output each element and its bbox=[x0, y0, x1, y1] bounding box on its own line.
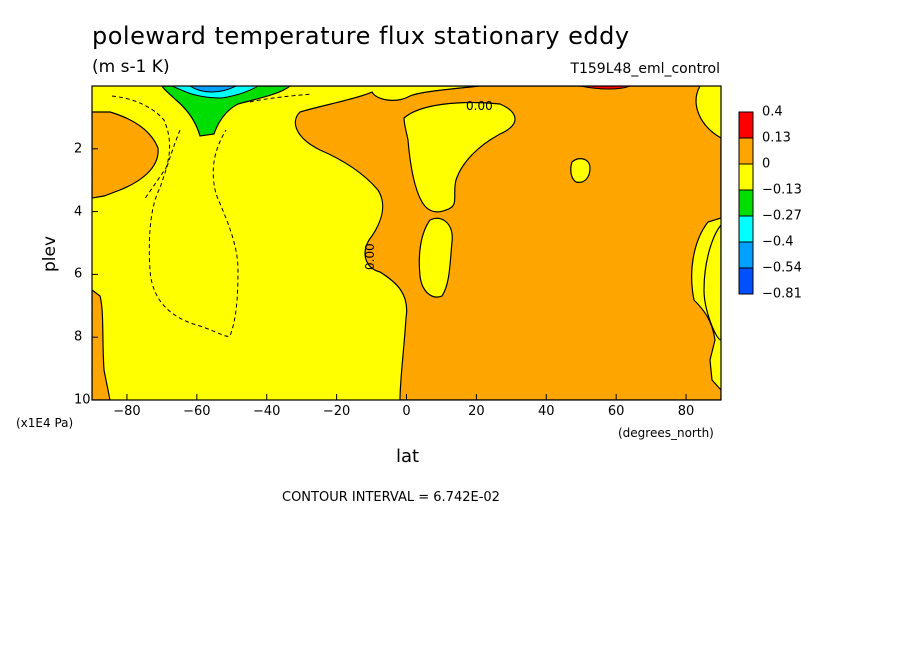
chart-title: poleward temperature flux stationary edd… bbox=[92, 22, 630, 50]
contour-interval: CONTOUR INTERVAL = 6.742E-02 bbox=[282, 490, 500, 505]
colorbar bbox=[738, 111, 754, 295]
colorbar-level-label: −0.4 bbox=[762, 234, 794, 250]
contour-dashed-outer bbox=[111, 95, 171, 201]
x-tick-label: 40 bbox=[537, 404, 555, 419]
region-positive-west-lower bbox=[92, 289, 111, 400]
x-tick-label: 60 bbox=[607, 404, 625, 419]
y-tick-label: 10 bbox=[74, 392, 91, 408]
colorbar-swatch bbox=[738, 189, 754, 217]
x-axis-units: (degrees_north) bbox=[618, 426, 714, 440]
run-name: T159L48_eml_control bbox=[570, 61, 720, 77]
colorbar-level-label: 0.4 bbox=[762, 104, 783, 120]
x-tick-label: 20 bbox=[468, 404, 485, 419]
x-axis-label: lat bbox=[396, 446, 420, 467]
region-positive-main bbox=[284, 86, 721, 400]
contour-dashed-upper bbox=[249, 93, 313, 103]
x-tick-label: 0 bbox=[402, 404, 411, 419]
x-tick-label: −60 bbox=[183, 404, 211, 419]
colorbar-level-label: 0.13 bbox=[762, 130, 791, 146]
x-tick-label: −40 bbox=[253, 404, 281, 419]
colorbar-level-label: −0.54 bbox=[762, 260, 802, 276]
y-tick-label: 2 bbox=[74, 141, 83, 157]
contour-label-lower: 0.00 bbox=[363, 243, 377, 270]
colorbar-swatch bbox=[738, 241, 754, 269]
x-tick-label: 80 bbox=[677, 404, 695, 419]
contour-label-upper: 0.00 bbox=[466, 99, 493, 113]
colorbar-swatch bbox=[738, 215, 754, 243]
region-positive-west-upper bbox=[92, 111, 159, 199]
colorbar-swatch bbox=[738, 137, 754, 165]
region-negative-medium bbox=[161, 86, 291, 137]
colorbar-swatch bbox=[738, 111, 754, 139]
x-tick-marks bbox=[126, 394, 687, 400]
colorbar-level-label: −0.27 bbox=[762, 208, 802, 224]
colorbar-level-label: −0.13 bbox=[762, 182, 802, 198]
region-negative-island-lower bbox=[418, 217, 453, 298]
region-negative-stronger bbox=[189, 86, 237, 93]
y-tick-label: 8 bbox=[74, 329, 83, 345]
x-tick-label: −20 bbox=[322, 404, 351, 419]
contour-dashed-inner bbox=[148, 129, 239, 337]
contour-field: 0.00 0.00 bbox=[92, 86, 721, 400]
colorbar-level-label: 0 bbox=[762, 156, 771, 172]
chart-units: (m s-1 K) bbox=[92, 57, 170, 77]
y-axis-units: (x1E4 Pa) bbox=[16, 416, 74, 430]
colorbar-level-label: −0.81 bbox=[762, 286, 802, 302]
y-axis-label: plev bbox=[40, 235, 61, 273]
y-tick-label: 4 bbox=[74, 204, 83, 220]
y-tick-label: 6 bbox=[74, 266, 83, 282]
region-negative-island-equator bbox=[403, 101, 516, 213]
region-negative-small-1 bbox=[570, 158, 591, 183]
y-tick-marks bbox=[92, 148, 98, 401]
x-tick-label: −80 bbox=[113, 404, 141, 419]
colorbar-swatch bbox=[738, 163, 754, 191]
colorbar-swatch bbox=[738, 267, 754, 295]
region-negative-edge-right bbox=[703, 224, 721, 341]
